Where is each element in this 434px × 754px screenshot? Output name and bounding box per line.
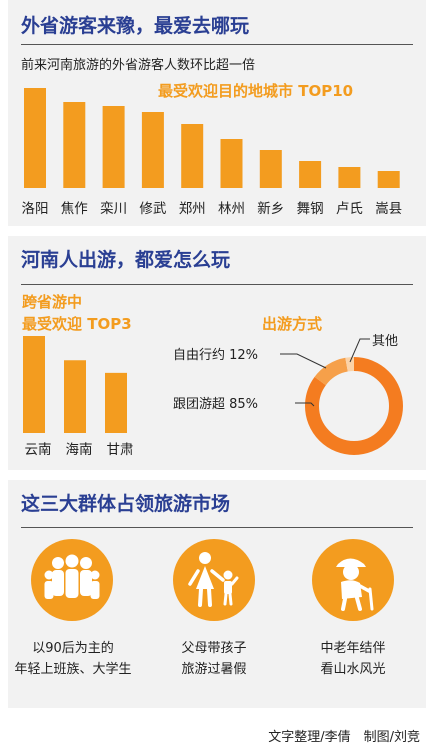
tick-label: 新乡: [257, 201, 284, 217]
tourist-groups-section: 这三大群体占领旅游市场 以90后为主的 年轻上班族、大学生: [8, 480, 426, 708]
tick-label: 郑州: [179, 201, 206, 217]
title-divider: [21, 527, 413, 528]
parent-child-icon: [173, 539, 255, 621]
group-caption-line2: 旅游过暑假: [181, 662, 247, 677]
group-caption-line2: 看山水风光: [320, 662, 386, 677]
bar-林州: [220, 139, 243, 188]
section-title-destinations: 外省游客来豫，最爱去哪玩: [21, 15, 250, 37]
slice-label: 其他: [372, 334, 398, 349]
leader-line: [280, 353, 327, 369]
bar-焦作: [63, 102, 86, 188]
slice-label: 跟团游超 85%: [173, 397, 258, 412]
elderly-person-icon: [312, 539, 394, 621]
travel-mode-title: 出游方式: [262, 315, 323, 333]
group-caption-line2: 年轻上班族、大学生: [14, 662, 132, 677]
travel-habits-section: 河南人出游，都爱怎么玩 跨省游中 最受欢迎 TOP3 出游方式 云南 海南 甘肃 自…: [8, 236, 426, 470]
tick-label: 林州: [218, 201, 245, 217]
section-title-groups: 这三大群体占领旅游市场: [21, 493, 231, 515]
bar-洛阳: [24, 88, 46, 188]
section-title-habits: 河南人出游，都爱怎么玩: [21, 249, 231, 271]
tick-label: 栾川: [100, 200, 127, 217]
tick-label: 卢氏: [336, 201, 363, 217]
title-divider: [21, 284, 413, 285]
bar-栾川: [102, 106, 125, 188]
top10-section: 外省游客来豫，最爱去哪玩 前来河南旅游的外省游客人数环比超一倍 最受欢迎目的地城…: [8, 0, 426, 226]
tick-label: 嵩县: [375, 201, 402, 217]
leader-line: [349, 338, 370, 363]
visitor-growth-subtitle: 前来河南旅游的外省游客人数环比超一倍: [21, 58, 256, 73]
bar-嵩县: [377, 171, 400, 188]
bar-海南: [64, 360, 86, 433]
tick-label: 舞钢: [297, 201, 324, 217]
top3-chart-title-line1: 跨省游中: [22, 293, 83, 311]
donut-slice: [305, 357, 403, 455]
group-caption-line1: 以90后为主的: [32, 641, 114, 656]
tick-label: 云南: [25, 442, 52, 458]
tick-label: 洛阳: [22, 201, 49, 217]
credit-line: 文字整理/李倩 制图/刘竞: [268, 730, 420, 745]
top3-bar-chart: 云南 海南 甘肃: [23, 336, 134, 458]
tick-label: 海南: [66, 442, 93, 458]
title-divider: [21, 44, 413, 45]
bar-修武: [141, 112, 164, 188]
slice-label: 自由行约 12%: [173, 348, 258, 363]
top3-chart-title-line2: 最受欢迎 TOP3: [22, 315, 132, 333]
leader-line: [295, 402, 315, 407]
tick-label: 焦作: [61, 201, 88, 217]
bar-云南: [23, 336, 45, 433]
bar-甘肃: [105, 372, 127, 433]
bar-卢氏: [338, 167, 361, 188]
tick-label: 甘肃: [107, 442, 134, 458]
group-caption-line1: 父母带孩子: [181, 641, 247, 656]
family-group-icon: [31, 539, 113, 621]
group-caption-line1: 中老年结伴: [320, 641, 386, 656]
bar-新乡: [259, 150, 282, 188]
bar-舞钢: [299, 161, 322, 188]
tick-label: 修武: [139, 201, 166, 217]
bar-郑州: [181, 124, 204, 188]
top10-chart-title: 最受欢迎目的地城市 TOP10: [158, 82, 354, 100]
top10-bar-chart: 洛阳 焦作 栾川 修武 郑州 林州 新乡 舞钢 卢氏 嵩县: [22, 88, 402, 217]
